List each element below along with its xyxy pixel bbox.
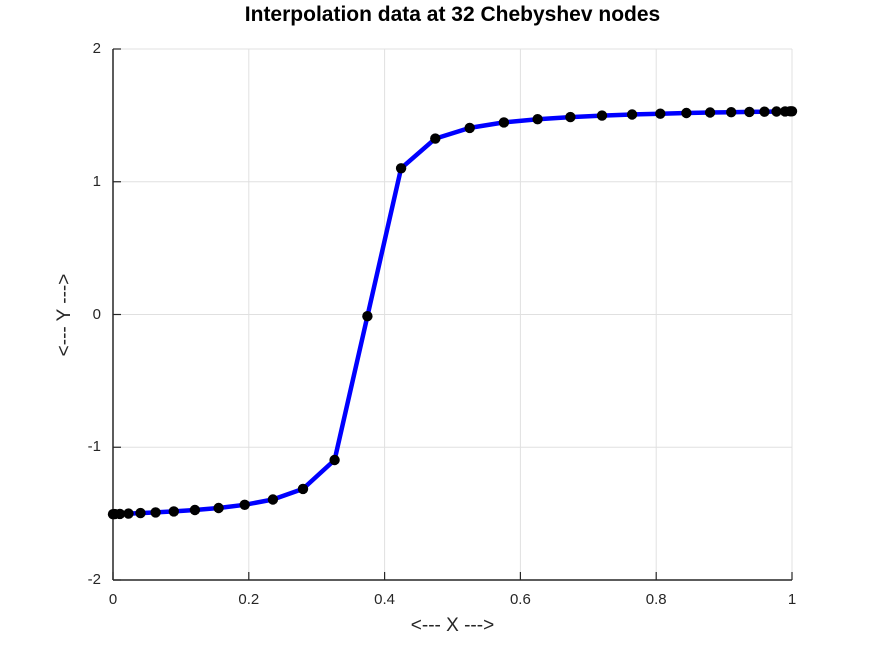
data-point-marker [596, 110, 608, 121]
y-axis-label: <--- Y ---> [54, 273, 75, 357]
data-point-marker [626, 109, 638, 120]
data-point-marker [135, 507, 146, 519]
data-point-marker [759, 106, 770, 117]
data-point-marker [362, 311, 373, 322]
x-tick-label: 0.6 [509, 591, 531, 608]
data-point-marker [726, 107, 737, 118]
y-tick-label: 0 [92, 305, 101, 323]
data-point-marker [213, 502, 224, 514]
x-tick-label: 0.8 [645, 591, 667, 608]
data-point-marker [395, 163, 407, 174]
data-line [110, 109, 795, 517]
x-axis-label: <--- X ---> [410, 615, 495, 636]
data-point-marker [239, 499, 250, 510]
y-tick-label: 1 [92, 172, 101, 190]
y-tick-label: 2 [92, 40, 101, 57]
y-tick-label: -2 [87, 571, 101, 588]
y-tick-label: -1 [87, 438, 101, 456]
data-point-marker [464, 122, 475, 134]
data-point-marker [498, 117, 510, 128]
data-point-marker [655, 108, 666, 119]
x-tick-label: 0.2 [238, 591, 260, 608]
data-point-marker [168, 506, 179, 517]
data-point-marker [114, 508, 126, 520]
data-point-marker [297, 483, 309, 495]
x-tick-label: 0.4 [374, 591, 396, 608]
x-tick-label: 0 [108, 591, 118, 608]
data-point-marker [123, 508, 134, 519]
data-point-marker [786, 106, 798, 117]
data-point-marker [771, 106, 782, 117]
data-point-marker [189, 504, 201, 516]
x-tick-label: 1 [787, 591, 797, 608]
chart-title: Interpolation data at 32 Chebyshev nodes [244, 3, 661, 26]
data-point-marker [329, 454, 340, 466]
data-point-marker [744, 106, 755, 118]
data-point-marker [532, 114, 543, 125]
data-point-marker [267, 494, 279, 505]
data-point-marker [565, 111, 576, 123]
data-point-marker [704, 107, 716, 118]
data-point-marker [150, 507, 161, 518]
data-point-marker [681, 107, 692, 119]
data-point-marker [430, 133, 441, 144]
